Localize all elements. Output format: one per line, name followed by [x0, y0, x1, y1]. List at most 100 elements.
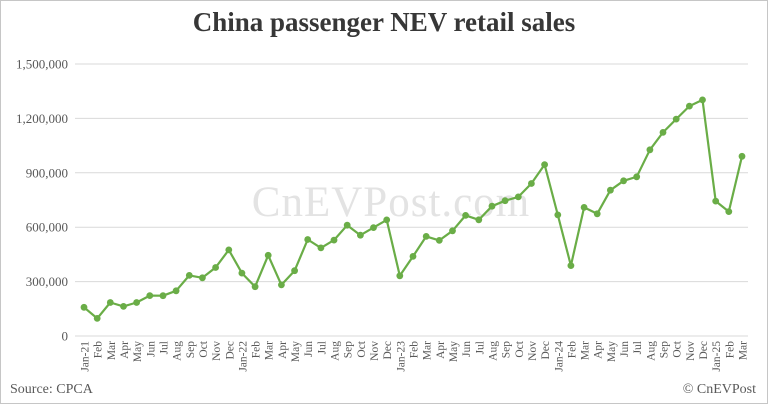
data-point — [514, 193, 522, 201]
x-tick-label: Feb — [566, 341, 578, 359]
data-point — [120, 303, 127, 310]
x-tick-label: Jul — [632, 341, 644, 354]
gridlines — [75, 63, 748, 337]
x-tick-label: Sep — [659, 341, 671, 359]
data-point — [554, 211, 562, 219]
data-point — [238, 269, 246, 277]
x-tick-label: May — [606, 341, 618, 362]
x-tick-label: Dec — [224, 341, 236, 360]
data-point — [343, 221, 351, 229]
data-point — [580, 204, 588, 211]
x-tick-label: Mar — [264, 341, 276, 360]
data-point — [646, 146, 654, 154]
data-point — [225, 246, 233, 254]
data-point — [383, 216, 391, 224]
data-point — [725, 208, 733, 216]
data-point — [607, 186, 614, 194]
data-point — [370, 224, 377, 232]
x-tick-label: Jan-23 — [395, 341, 407, 372]
data-point — [357, 231, 364, 239]
data-point — [712, 197, 720, 205]
x-tick-label: Nov — [211, 341, 223, 361]
x-tick-label: Apr — [435, 341, 447, 359]
x-tick-label: Aug — [487, 341, 499, 361]
y-tick-label: 300,000 — [26, 274, 68, 289]
x-tick-label: Jul — [474, 341, 486, 354]
y-tick-label: 1,200,000 — [16, 111, 68, 126]
x-tick-label: Jun — [461, 341, 473, 357]
data-point — [541, 161, 548, 169]
x-tick-label: Oct — [672, 340, 684, 357]
watermark: CnEVPost.com — [252, 179, 530, 226]
data-point — [278, 281, 285, 289]
data-point — [672, 115, 680, 123]
data-point — [93, 315, 101, 322]
x-tick-label: Apr — [277, 341, 289, 359]
x-tick-label: Nov — [369, 341, 381, 361]
x-tick-label: Mar — [106, 341, 118, 360]
x-axis-labels: Jan-21 Feb Mar Apr May Jun Jul Aug Sep Oct Nov Dec J… — [80, 340, 750, 371]
data-series — [80, 96, 746, 322]
x-tick-label: Apr — [593, 341, 605, 359]
data-point — [475, 216, 483, 224]
x-tick-label: Sep — [501, 341, 513, 359]
data-point — [567, 262, 575, 269]
data-point — [80, 303, 88, 311]
data-point — [593, 210, 601, 218]
x-tick-label: Feb — [724, 341, 736, 359]
x-tick-label: May — [132, 341, 144, 362]
x-tick-label: Jul — [316, 341, 328, 354]
x-tick-label: Sep — [343, 341, 355, 359]
x-tick-label: Mar — [738, 341, 750, 360]
y-tick-label: 600,000 — [26, 220, 68, 235]
x-tick-label: Jul — [158, 341, 170, 354]
x-tick-label: Feb — [93, 341, 105, 359]
source-label: Source: CPCA — [10, 382, 93, 397]
x-tick-label: Feb — [409, 341, 421, 359]
data-point — [422, 233, 430, 240]
data-point — [462, 212, 469, 219]
x-tick-label: Mar — [580, 341, 592, 360]
copyright-label: © CnEVPost — [682, 382, 756, 397]
data-point — [304, 236, 312, 243]
x-tick-label: Dec — [382, 341, 394, 360]
y-axis-labels: 0 300,000 600,000 900,000 1,200,000 1,500,000 — [16, 57, 68, 344]
data-point — [291, 267, 298, 275]
x-tick-label: Jan-25 — [711, 341, 723, 372]
y-tick-label: 900,000 — [26, 165, 68, 180]
x-tick-label: Nov — [685, 341, 697, 361]
data-point — [251, 283, 259, 291]
data-point — [133, 299, 141, 306]
data-point — [330, 236, 338, 244]
data-point — [699, 96, 706, 104]
data-point — [686, 102, 693, 110]
x-tick-label: Aug — [330, 341, 342, 361]
data-point — [528, 180, 535, 187]
data-point — [106, 299, 114, 306]
x-tick-label: Jun — [145, 341, 157, 357]
data-point — [146, 292, 154, 299]
x-tick-label: Dec — [698, 341, 710, 360]
x-tick-label: Jan-21 — [80, 341, 92, 372]
data-point — [199, 274, 206, 282]
chart-title: China passenger NEV retail sales — [192, 7, 576, 37]
data-point — [264, 251, 272, 259]
x-tick-label: May — [290, 341, 302, 362]
data-point — [185, 272, 193, 279]
data-point — [620, 177, 627, 185]
data-point — [659, 129, 667, 136]
data-point — [317, 244, 325, 252]
data-point — [212, 264, 220, 271]
x-tick-label: Oct — [356, 340, 368, 357]
x-tick-label: Oct — [514, 340, 526, 357]
x-tick-label: May — [448, 341, 460, 362]
data-point — [409, 253, 417, 260]
x-tick-label: Jan-22 — [237, 341, 249, 372]
x-tick-label: Nov — [527, 341, 539, 361]
data-point — [449, 227, 456, 235]
x-tick-label: Jan-24 — [553, 341, 565, 372]
y-tick-label: 1,500,000 — [16, 57, 68, 72]
data-point — [159, 292, 167, 300]
